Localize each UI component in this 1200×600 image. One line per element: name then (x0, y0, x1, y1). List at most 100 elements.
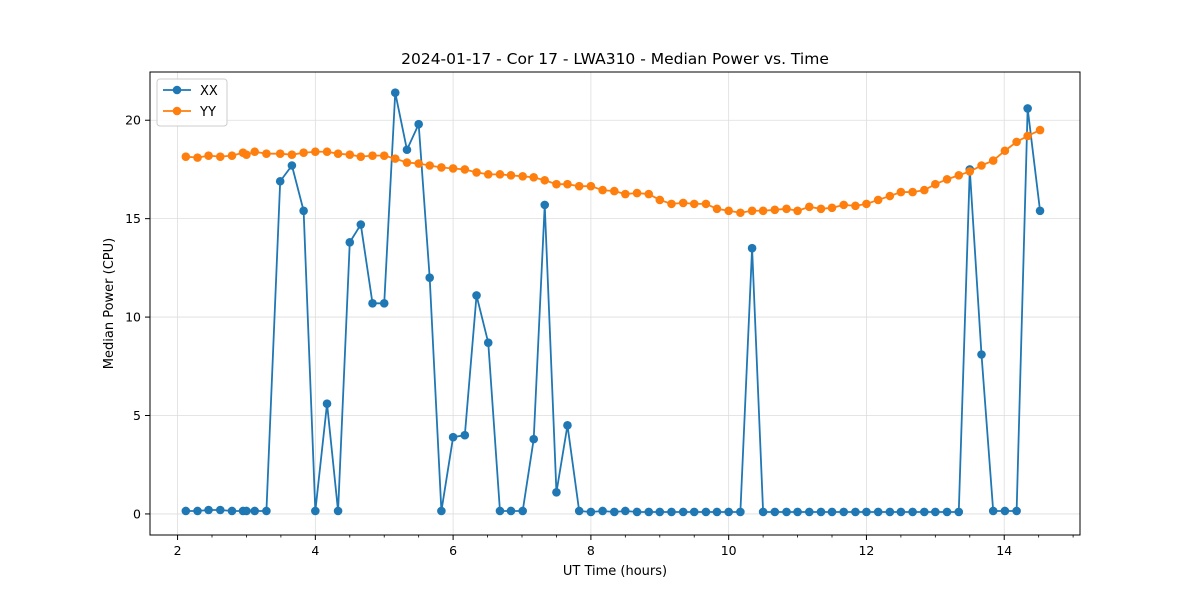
data-point-xx (299, 206, 308, 216)
data-point-yy (287, 150, 297, 159)
data-point-xx (586, 507, 596, 517)
data-point-xx (262, 506, 271, 516)
data-point-xx (242, 506, 251, 516)
series-line-xx (185, 91, 1041, 513)
data-point-xx (552, 487, 561, 497)
series-layer (181, 88, 1045, 517)
data-point-yy (1035, 125, 1045, 135)
data-point-xx (621, 506, 630, 516)
data-point-xx (215, 505, 225, 515)
data-point-yy (262, 149, 271, 158)
legend-yy-label: YY (199, 105, 216, 120)
data-point-xx (804, 507, 814, 517)
data-point-xx (540, 200, 550, 210)
data-point-yy (460, 165, 470, 174)
data-point-yy (862, 199, 871, 209)
data-point-xx (574, 506, 584, 516)
data-point-yy (402, 158, 412, 167)
data-point-xx (598, 506, 607, 516)
data-point-yy (518, 172, 527, 181)
data-point-xx (345, 237, 355, 247)
chart-title: 2024-01-17 - Cor 17 - LWA310 - Median Po… (401, 50, 829, 68)
data-point-yy (472, 168, 481, 177)
data-point-xx (1023, 104, 1032, 113)
data-point-yy (1012, 137, 1021, 147)
data-point-xx (701, 507, 711, 517)
x-tick-label: 4 (311, 543, 319, 558)
y-tick-label: 5 (133, 408, 141, 423)
data-point-yy (448, 164, 458, 173)
data-point-yy (1023, 131, 1032, 141)
data-point-xx (977, 350, 986, 359)
data-point-yy (678, 198, 688, 208)
plot-frame (149, 71, 1081, 536)
data-point-yy (193, 153, 202, 162)
series-line-yy (185, 129, 1041, 214)
data-point-xx (529, 434, 539, 444)
legend-xx-marker (172, 85, 182, 95)
legend: XX YY (156, 78, 228, 127)
data-point-xx (563, 421, 572, 430)
data-point-yy (204, 151, 213, 160)
data-point-xx (862, 507, 871, 517)
data-point-xx (736, 507, 745, 517)
data-point-xx (954, 507, 964, 517)
data-point-xx (518, 506, 527, 516)
data-point-yy (758, 206, 768, 216)
data-point-xx (632, 507, 642, 517)
data-point-yy (827, 203, 837, 213)
axis-ticks: 2 4 6 8 10 12 14 0 5 10 15 20 (125, 113, 1074, 558)
data-point-xx (460, 430, 470, 440)
y-tick-label: 15 (125, 211, 141, 226)
data-point-xx (885, 507, 895, 517)
data-point-yy (621, 189, 630, 199)
data-point-yy (816, 204, 826, 214)
data-point-xx (667, 507, 676, 517)
data-point-yy (345, 150, 355, 159)
data-point-xx (193, 506, 202, 516)
data-point-yy (333, 149, 343, 158)
data-point-yy (873, 195, 883, 205)
data-point-yy (529, 173, 539, 182)
data-point-yy (311, 147, 320, 157)
data-point-yy (598, 185, 607, 195)
y-tick-label: 0 (133, 506, 141, 521)
data-point-xx (287, 161, 297, 170)
data-point-yy (667, 199, 676, 209)
data-point-yy (793, 206, 802, 216)
data-point-xx (712, 507, 722, 517)
data-point-xx (644, 507, 654, 517)
x-tick-label: 14 (996, 543, 1012, 558)
data-point-yy (540, 175, 550, 185)
x-tick-label: 12 (858, 543, 874, 558)
data-point-xx (839, 507, 849, 517)
data-point-xx (379, 299, 389, 308)
data-point-yy (506, 171, 516, 180)
data-point-xx (483, 338, 493, 347)
data-point-yy (425, 161, 434, 170)
data-point-yy (977, 161, 986, 170)
data-point-yy (701, 199, 711, 209)
data-point-xx (311, 506, 320, 516)
data-point-xx (506, 506, 516, 516)
data-point-xx (437, 506, 446, 516)
data-point-xx (448, 432, 458, 442)
data-point-xx (793, 507, 802, 517)
data-point-xx (356, 220, 366, 229)
data-point-yy (839, 200, 849, 210)
x-tick-label: 6 (449, 543, 457, 558)
data-point-xx (827, 507, 837, 517)
y-tick-label: 10 (125, 310, 141, 325)
data-point-yy (644, 189, 654, 199)
data-point-xx (896, 507, 906, 517)
data-point-yy (920, 185, 929, 195)
data-point-xx (851, 507, 860, 517)
data-point-yy (242, 150, 251, 159)
data-point-yy (574, 181, 584, 191)
data-point-yy (299, 148, 308, 158)
data-point-xx (689, 507, 699, 517)
data-point-yy (563, 179, 572, 189)
data-point-yy (250, 147, 260, 157)
data-point-yy (965, 167, 975, 176)
